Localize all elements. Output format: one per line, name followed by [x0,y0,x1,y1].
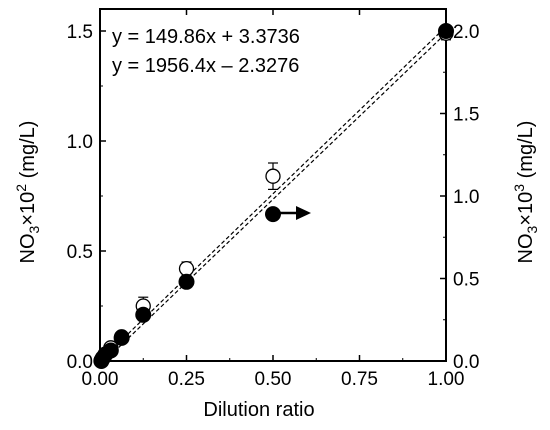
right-axis-arrow [274,206,311,220]
y-tick-label-left: 1.0 [67,132,93,153]
y-tick-label-right: 1.5 [453,104,479,125]
open-circle-point [265,168,281,184]
points-layer [93,22,454,369]
x-tick-label: 1.00 [428,369,465,390]
equation-2: y = 1956.4x – 2.3276 [112,55,299,77]
y-tick-label-right: 0.0 [453,352,479,373]
filled-circle-point [438,22,454,39]
x-axis-title: Dilution ratio [203,399,314,421]
filled-circle-point [113,329,130,346]
y-tick-label-right: 0.5 [453,269,479,290]
x-tick-label: 0.00 [82,369,119,390]
x-tick-label: 0.50 [255,369,292,390]
filled-circle-point [178,273,195,290]
fit-line-2 [99,32,447,366]
x-tick-label: 0.75 [341,369,378,390]
y-tick-label-left: 1.5 [67,22,93,43]
plot-frame-layer: 0.00 0.25 0.50 0.75 1.000.00.51.01.50.00.51.… [67,8,479,390]
y-tick-label-left: 0.5 [67,242,93,263]
fit-lines-layer [99,26,447,366]
filled-circle-point [135,306,152,323]
y-axis-title-right: NO3×103 (mg/L) [511,121,540,264]
x-tick-label: 0.25 [168,369,205,390]
y-tick-label-right: 2.0 [453,22,479,43]
fit-line-1 [99,26,447,362]
y-tick-label-right: 1.0 [453,187,479,208]
equation-1: y = 149.86x + 3.3736 [112,26,300,48]
open-circle-point [178,260,195,277]
y-axis-title-left: NO3×102 (mg/L) [13,121,42,264]
y-tick-label-left: 0.0 [67,352,93,373]
filled-circle-point [102,342,119,359]
